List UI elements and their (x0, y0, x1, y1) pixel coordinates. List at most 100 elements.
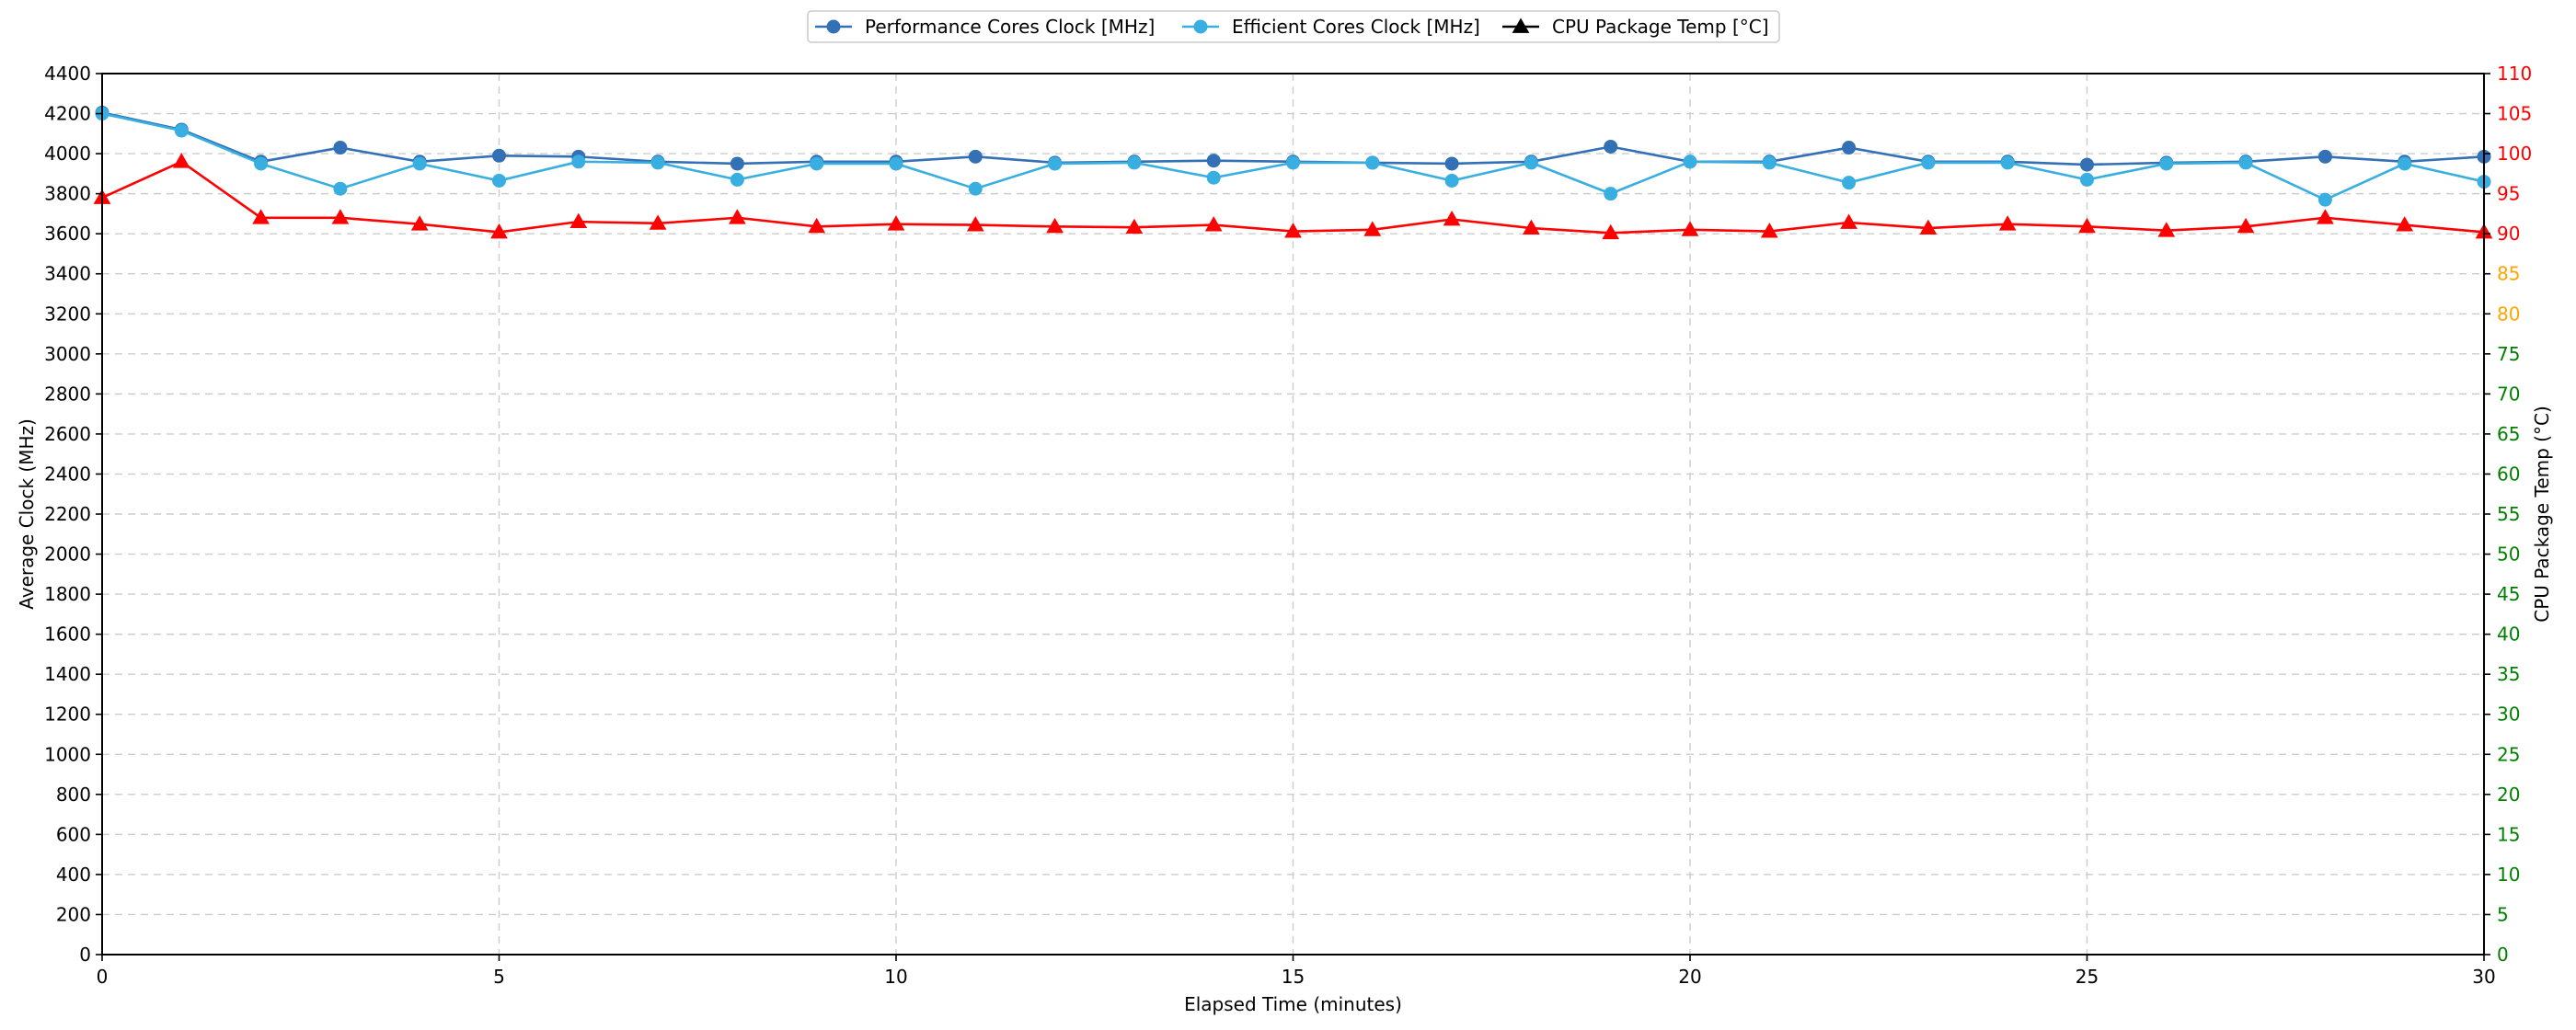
y-tick-label: 4200 (44, 103, 91, 125)
data-point (254, 156, 269, 171)
data-point (2080, 172, 2094, 187)
data-point (2396, 216, 2414, 232)
data-point (810, 156, 824, 171)
data-point (966, 216, 984, 232)
data-point (650, 155, 665, 170)
data-point (1363, 221, 1382, 236)
x-tick-label: 20 (1678, 966, 1701, 988)
y2-tick-label: 50 (2497, 544, 2520, 566)
y-tick-label: 3800 (44, 183, 91, 205)
y-tick-label: 3200 (44, 303, 91, 325)
y-tick-label: 2000 (44, 544, 91, 566)
legend-label: Efficient Cores Clock [MHz] (1232, 16, 1480, 38)
x-tick-label: 0 (97, 966, 109, 988)
data-point (1998, 215, 2017, 231)
data-point (490, 223, 508, 239)
x-tick-label: 25 (2076, 966, 2099, 988)
legend-marker (1512, 17, 1530, 33)
data-point (1204, 216, 1223, 232)
y-tick-label: 2600 (44, 423, 91, 445)
data-point (808, 217, 826, 234)
legend-entry: CPU Package Temp [°C] (1502, 16, 1769, 38)
data-point (412, 156, 427, 171)
series-3 (93, 153, 2493, 240)
y2-tick-label: 100 (2497, 143, 2532, 165)
data-point (1365, 155, 1380, 170)
series-layer (93, 105, 2493, 240)
y2-tick-label: 55 (2497, 503, 2520, 525)
data-point (1921, 155, 1936, 170)
y2-tick-label: 75 (2497, 343, 2520, 365)
data-point (1127, 155, 1142, 170)
data-point (729, 209, 746, 224)
legend-label: Performance Cores Clock [MHz] (865, 16, 1155, 38)
y2-tick-label: 15 (2497, 823, 2520, 845)
y2-tick-label: 85 (2497, 263, 2520, 285)
data-point (1604, 139, 1618, 154)
data-point (1206, 170, 1221, 185)
y-tick-label: 3600 (44, 223, 91, 245)
data-point (1046, 217, 1064, 234)
y-tick-label: 2400 (44, 463, 91, 485)
grid (101, 73, 2485, 956)
y-tick-label: 4400 (44, 63, 91, 85)
data-point (1286, 155, 1300, 170)
y2-axis-title: CPU Package Temp (°C) (2531, 406, 2553, 623)
data-point (2317, 192, 2332, 207)
data-point (1762, 155, 1777, 170)
data-point (172, 153, 190, 168)
data-point (1604, 187, 1618, 201)
data-point (2080, 157, 2094, 172)
legend-label: CPU Package Temp [°C] (1552, 16, 1769, 38)
y2-tick-label: 10 (2497, 864, 2520, 886)
data-point (1842, 176, 1857, 190)
y-tick-label: 2200 (44, 503, 91, 525)
data-point (1206, 154, 1221, 168)
data-point (1524, 155, 1538, 170)
data-point (730, 156, 744, 171)
data-point (571, 154, 586, 169)
legend-marker (1193, 19, 1208, 34)
data-point (2078, 217, 2096, 234)
data-point (1842, 141, 1857, 155)
y-tick-label: 4000 (44, 143, 91, 165)
data-point (887, 215, 905, 231)
y-axis-title: Average Clock (MHz) (16, 418, 38, 610)
data-point (730, 172, 744, 187)
x-axis-title: Elapsed Time (minutes) (1184, 993, 1402, 1015)
data-point (333, 141, 348, 155)
data-point (1284, 223, 1302, 238)
data-point (968, 181, 983, 196)
y-tick-label: 0 (79, 944, 91, 966)
data-point (1683, 154, 1697, 169)
data-point (968, 149, 983, 164)
y-tick-label: 600 (56, 823, 91, 845)
legend-entry: Performance Cores Clock [MHz] (815, 16, 1155, 38)
y2-tick-label: 65 (2497, 423, 2520, 445)
tick-layer: 0 5 10 15 20 25 300200400600800100012001400160… (44, 63, 2532, 988)
data-point (1444, 173, 1459, 188)
legend: Performance Cores Clock [MHz] Efficient C… (807, 10, 1780, 43)
data-point (1919, 219, 1938, 235)
data-point (889, 156, 903, 171)
legend-box (807, 10, 1780, 43)
data-point (1681, 221, 1699, 236)
data-point (410, 215, 429, 231)
y2-tick-label: 95 (2497, 183, 2520, 205)
data-point (649, 214, 667, 230)
y-tick-label: 400 (56, 864, 91, 886)
data-point (2238, 155, 2253, 170)
y-tick-label: 2800 (44, 383, 91, 405)
y-tick-label: 1600 (44, 624, 91, 646)
y2-tick-label: 20 (2497, 784, 2520, 806)
data-point (1443, 210, 1461, 226)
data-point (1523, 219, 1540, 235)
data-point (1444, 156, 1459, 171)
data-point (2000, 155, 2015, 170)
data-point (2157, 222, 2176, 237)
y2-tick-label: 5 (2497, 903, 2509, 925)
data-point (333, 181, 348, 196)
y2-tick-label: 45 (2497, 583, 2520, 605)
data-point (252, 209, 270, 224)
